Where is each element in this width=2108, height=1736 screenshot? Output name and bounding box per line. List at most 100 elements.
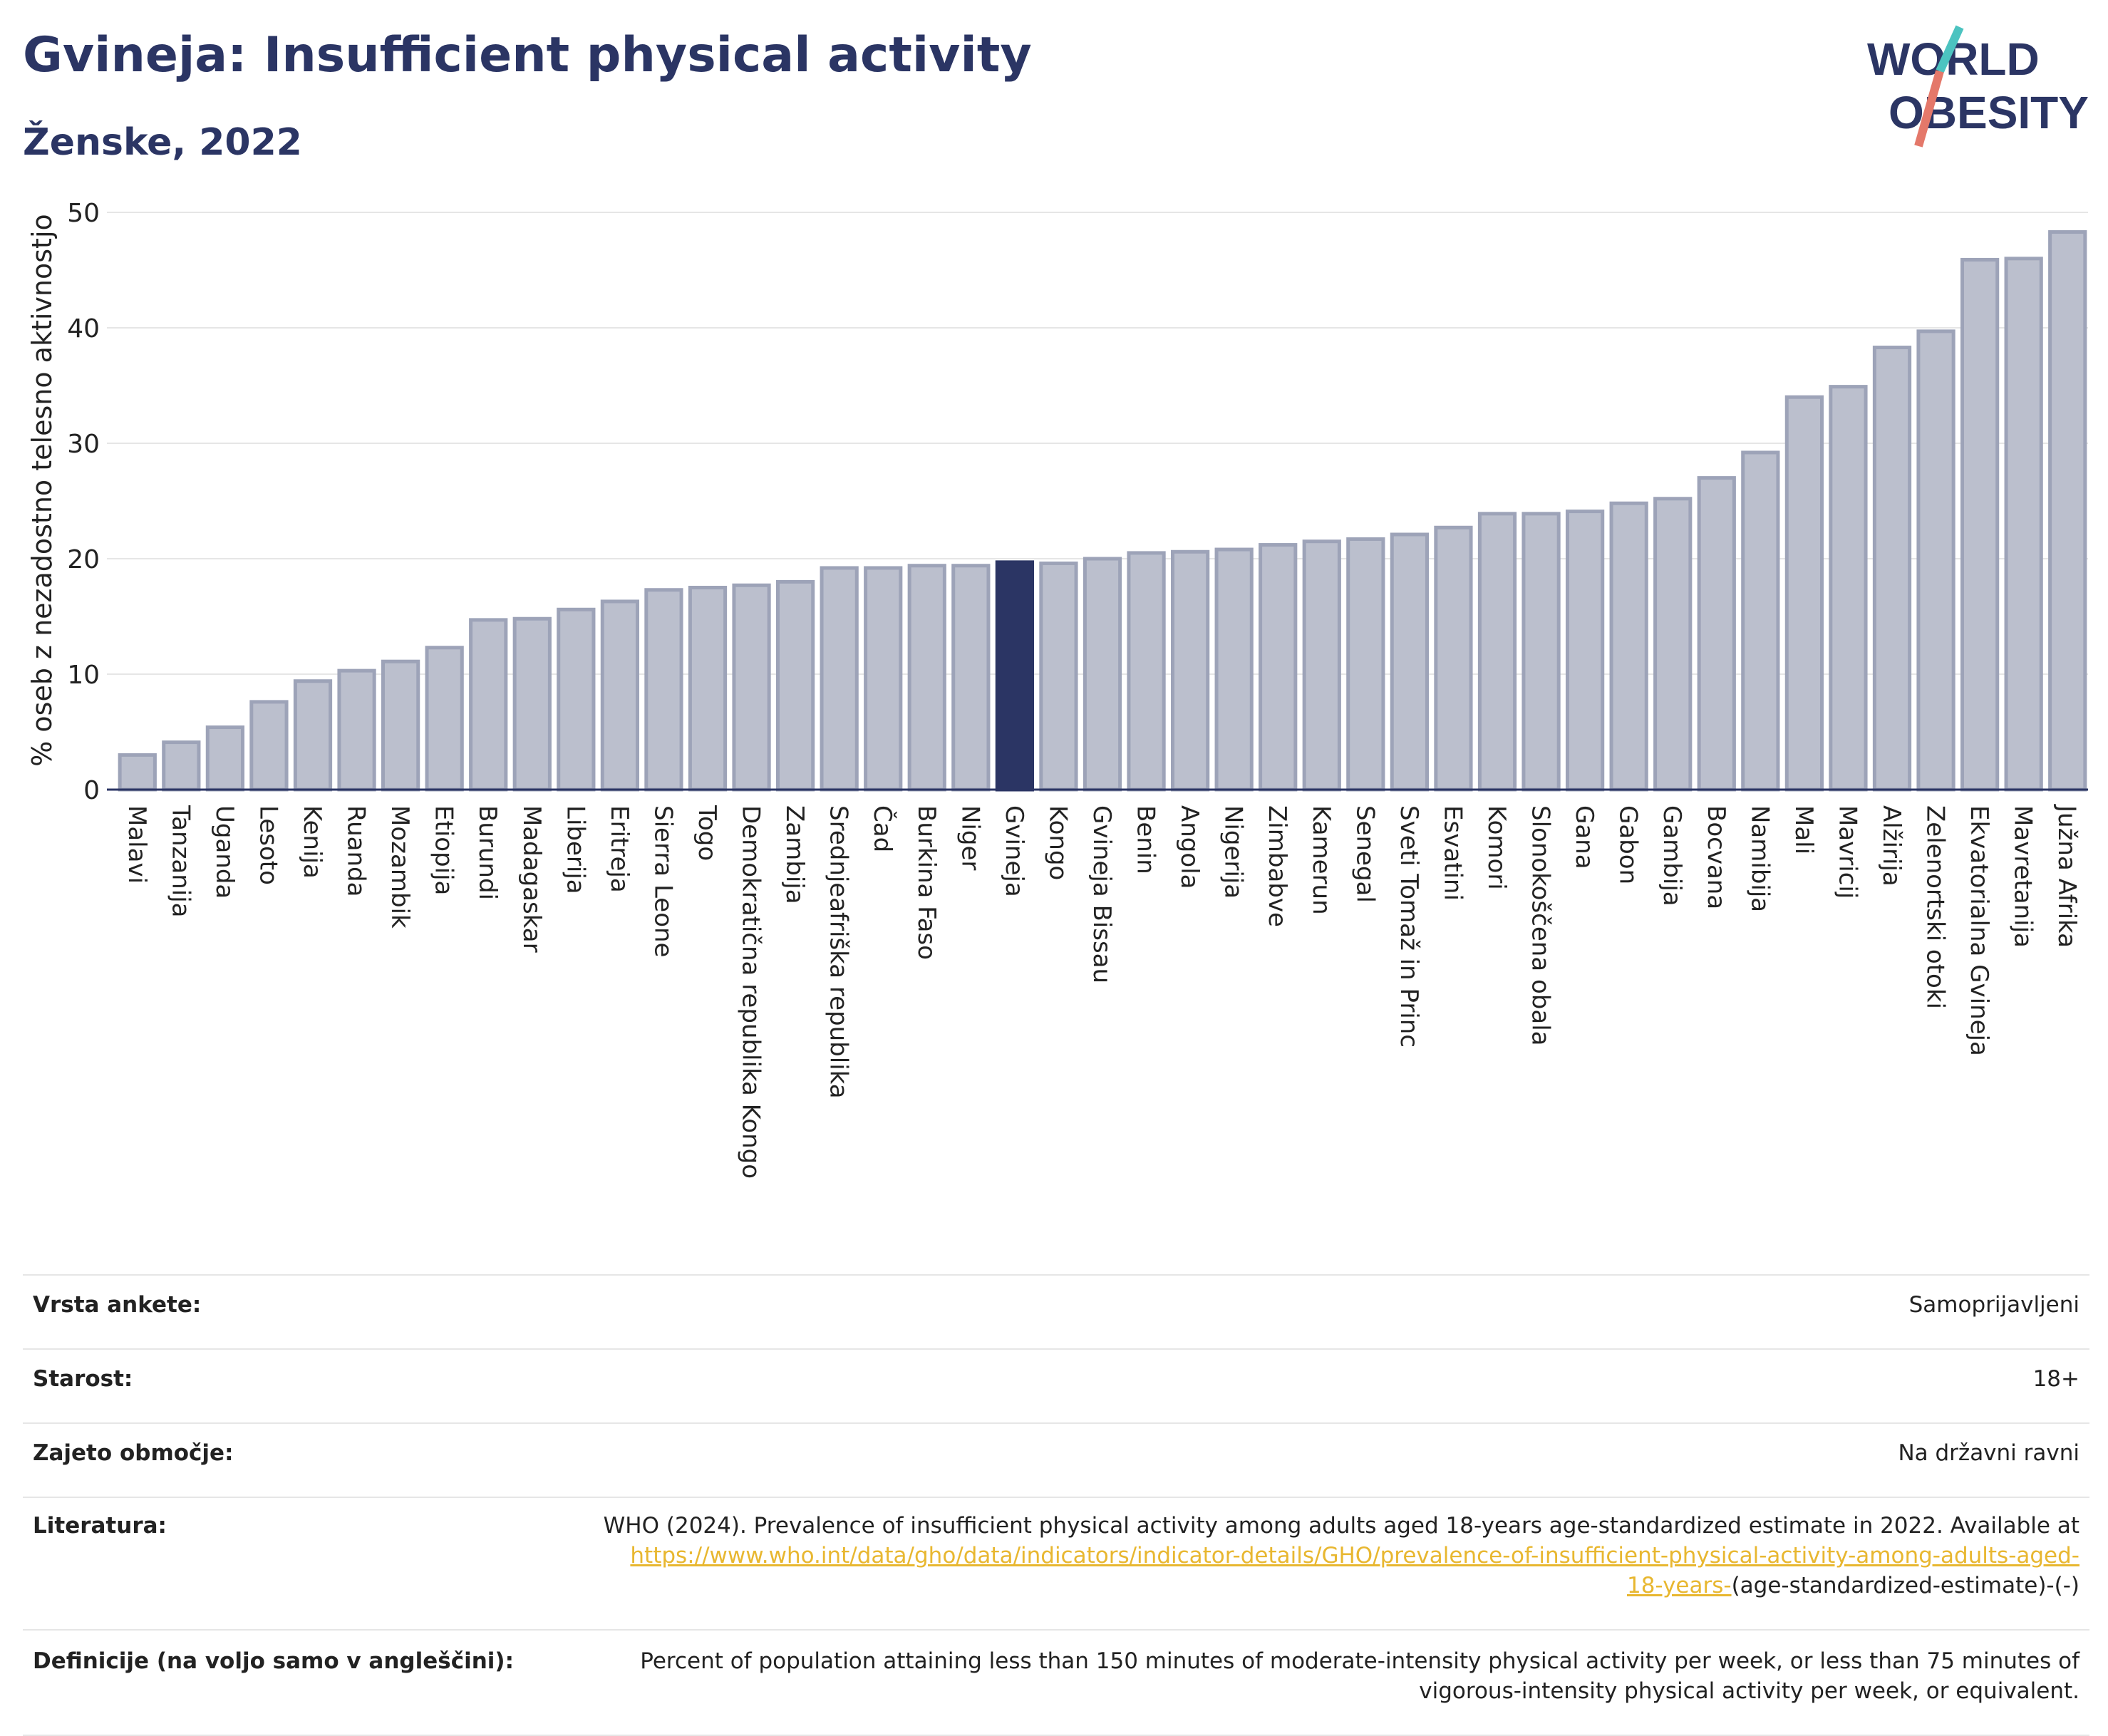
x-tick-label: Tanzanija — [166, 805, 195, 917]
bar — [1960, 257, 2000, 792]
x-tick-label: Zambija — [780, 805, 809, 904]
literature-text: WHO (2024). Prevalence of insufficient p… — [603, 1513, 2079, 1539]
meta-value: Samoprijavljeni — [584, 1274, 2089, 1349]
bar — [820, 566, 859, 792]
bar — [162, 740, 201, 792]
bar — [118, 753, 157, 792]
meta-row-literature: Literatura: WHO (2024). Prevalence of in… — [23, 1497, 2089, 1630]
x-tick-label: Slonokoščena obala — [1526, 805, 1555, 1045]
bar — [2048, 230, 2087, 792]
x-tick-label: Gvineja — [1000, 805, 1028, 897]
x-tick-label: Demokratična republika Kongo — [737, 805, 765, 1179]
bar — [1609, 501, 1648, 792]
meta-label: Vrsta ankete: — [23, 1274, 584, 1349]
bar — [1127, 551, 1166, 792]
page-subtitle: Ženske, 2022 — [23, 121, 302, 164]
x-tick-label: Eritreja — [605, 805, 634, 893]
x-tick-label: Nigerija — [1219, 805, 1248, 899]
meta-value: 18+ — [584, 1348, 2089, 1423]
x-tick-label: Alžirija — [1877, 805, 1906, 887]
x-tick-label: Sierra Leone — [649, 805, 677, 957]
bar — [864, 566, 903, 792]
logo-slash-teal — [1936, 25, 1964, 73]
y-axis-label: % oseb z nezadostno telesno aktivnostjo — [26, 214, 58, 767]
bar — [1390, 532, 1430, 792]
bar — [1434, 525, 1473, 792]
literature-tail: (age-standardized-estimate)-(-) — [1731, 1573, 2079, 1598]
y-tick-label: 20 — [67, 545, 100, 574]
x-tick-label: Gana — [1570, 805, 1598, 869]
bar — [1521, 512, 1561, 792]
bar — [1653, 497, 1693, 792]
bar — [600, 599, 640, 792]
bar — [1214, 547, 1254, 792]
y-axis-ticks: 0 10 20 30 40 50 — [67, 199, 100, 805]
x-tick-label: Burkina Faso — [912, 805, 941, 960]
bar — [557, 607, 596, 792]
bar — [512, 616, 552, 792]
y-tick-label: 40 — [67, 314, 100, 343]
bar — [469, 618, 508, 792]
bar-chart: 0 10 20 30 40 50 Malavi Tanzanija Uganda Lesoto K… — [26, 199, 2088, 1179]
x-tick-label: Senegal — [1350, 805, 1379, 903]
x-tick-label: Madagaskar — [517, 805, 546, 953]
meta-row-coverage: Zajeto območje: Na državni ravni — [23, 1422, 2089, 1497]
bar — [951, 564, 991, 792]
x-tick-label: Mozambik — [386, 805, 414, 929]
x-tick-label: Ekvatorialna Gvineja — [1965, 805, 1993, 1056]
bar — [205, 725, 245, 792]
x-tick-label: Gabon — [1614, 805, 1643, 884]
literature-link[interactable]: https://www.who.int/data/gho/data/indica… — [630, 1543, 2079, 1598]
x-tick-label: Gambija — [1658, 805, 1686, 906]
x-tick-label: Bocvana — [1702, 805, 1730, 909]
bar — [1302, 539, 1341, 792]
bar — [1170, 549, 1210, 792]
meta-label: Definicije (na voljo samo v angleščini): — [23, 1629, 584, 1736]
bar — [688, 586, 728, 792]
x-tick-label: Niger — [956, 805, 984, 870]
bar — [1346, 537, 1385, 792]
bar — [2004, 257, 2043, 792]
page-title: Gvineja: Insufficient physical activity — [23, 27, 1032, 83]
bar — [1039, 561, 1078, 792]
x-tick-label: Kenija — [298, 805, 326, 879]
bar — [1916, 329, 1955, 792]
logo-slash-coral — [1914, 70, 1944, 148]
bar — [1872, 346, 1912, 792]
meta-label: Zajeto območje: — [23, 1422, 584, 1497]
x-tick-label: Komori — [1482, 805, 1511, 890]
x-tick-label: Zelenortski otoki — [1921, 805, 1950, 1009]
meta-value: Percent of population attaining less tha… — [584, 1629, 2089, 1736]
y-tick-label: 30 — [67, 430, 100, 459]
metadata-table: Vrsta ankete: Samoprijavljeni Starost: 1… — [23, 1274, 2089, 1736]
bar — [644, 588, 683, 792]
x-tick-label: Mavricij — [1833, 805, 1861, 899]
x-tick-label: Čad — [868, 805, 897, 852]
bar — [1565, 510, 1605, 792]
meta-row-survey: Vrsta ankete: Samoprijavljeni — [23, 1274, 2089, 1349]
x-tick-label: Mavretanija — [2009, 805, 2037, 948]
x-tick-label: Srednjeafriška republika — [825, 805, 853, 1099]
x-tick-label: Gvineja Bissau — [1087, 805, 1116, 983]
bar — [1829, 385, 1868, 792]
x-tick-label: Liberija — [561, 805, 589, 894]
meta-label: Literatura: — [23, 1497, 584, 1630]
meta-row-age: Starost: 18+ — [23, 1348, 2089, 1423]
x-tick-label: Malavi — [123, 805, 151, 884]
meta-value: Na državni ravni — [584, 1422, 2089, 1497]
world-obesity-logo: WORLD OBESITY — [1867, 25, 2089, 148]
chart-bars — [118, 230, 2087, 792]
bar — [1083, 557, 1122, 792]
bar — [293, 679, 333, 792]
x-tick-label: Esvatini — [1438, 805, 1467, 901]
x-tick-label: Zimbabve — [1263, 805, 1291, 927]
y-tick-label: 10 — [67, 661, 100, 690]
x-tick-label: Lesoto — [254, 805, 282, 885]
x-tick-label: Togo — [693, 805, 721, 861]
bar — [1741, 450, 1780, 792]
x-tick-label: Južna Afrika — [2052, 804, 2081, 948]
bar — [337, 668, 376, 792]
meta-value: WHO (2024). Prevalence of insufficient p… — [584, 1497, 2089, 1630]
bar-highlight — [995, 560, 1035, 792]
x-tick-label: Sveti Tomaž in Princ — [1395, 805, 1423, 1048]
